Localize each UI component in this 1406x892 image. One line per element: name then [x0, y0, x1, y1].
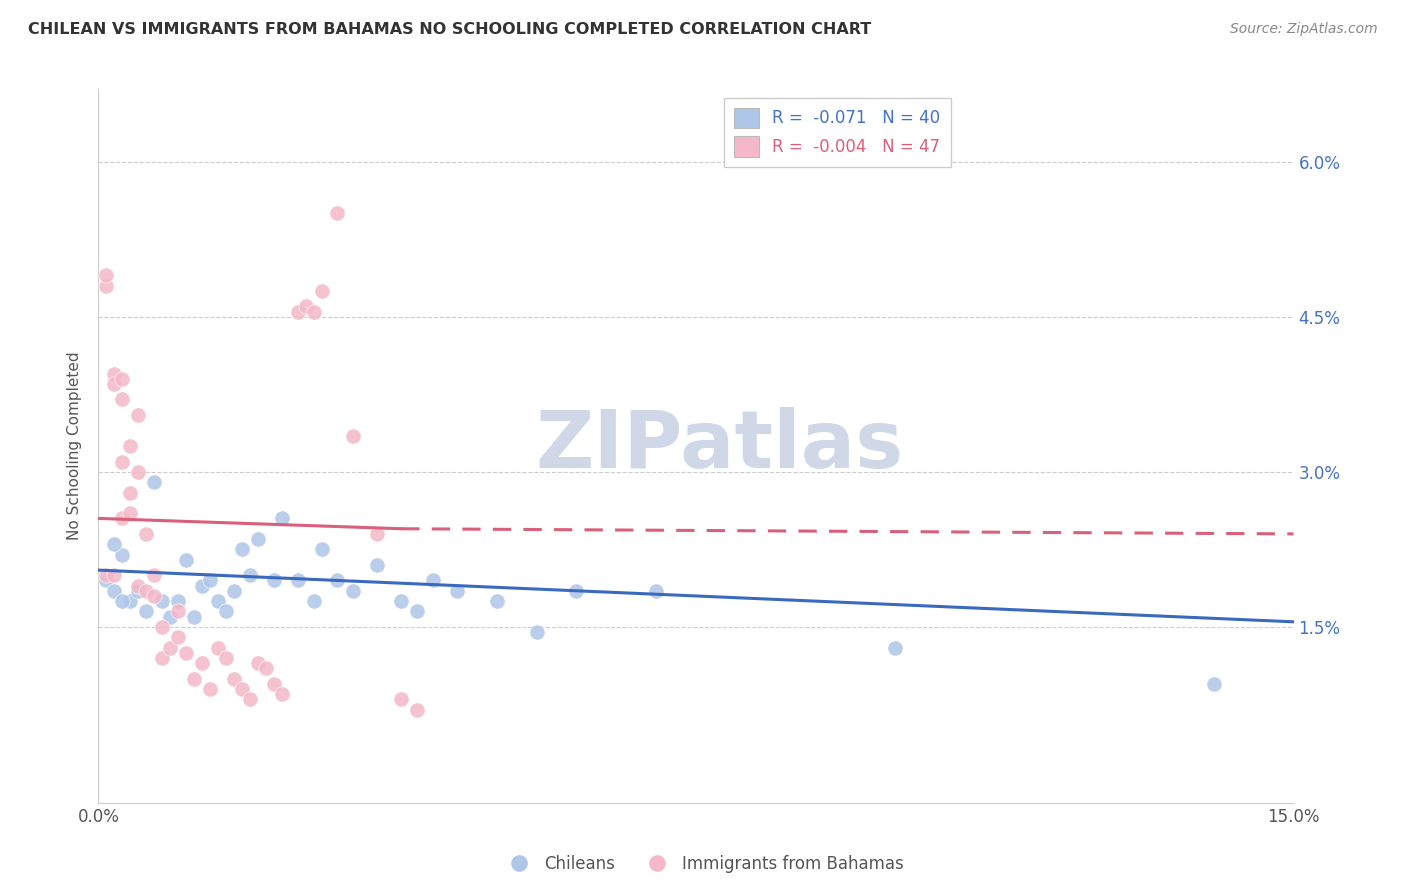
Point: [645, 583, 668, 598]
Point: [222, 583, 245, 598]
Point: [111, 548, 134, 562]
Point: [103, 568, 125, 582]
Point: [239, 568, 262, 582]
Point: [311, 542, 333, 557]
Point: [302, 304, 325, 318]
Point: [174, 553, 197, 567]
Point: [183, 672, 205, 686]
Point: [111, 454, 134, 468]
Point: [135, 605, 157, 619]
Point: [120, 485, 142, 500]
Point: [446, 583, 468, 598]
Point: [389, 594, 412, 608]
Point: [167, 630, 190, 644]
Point: [127, 408, 149, 422]
Point: [342, 583, 364, 598]
Point: [198, 681, 221, 696]
Point: [239, 692, 262, 706]
Point: [103, 367, 125, 381]
Point: [111, 372, 134, 386]
Point: [311, 284, 333, 298]
Point: [143, 475, 166, 490]
Point: [263, 677, 285, 691]
Point: [150, 594, 173, 608]
Point: [111, 392, 134, 407]
Point: [191, 656, 214, 670]
Point: [120, 439, 142, 453]
Point: [150, 651, 173, 665]
Point: [127, 579, 149, 593]
Point: [103, 583, 125, 598]
Point: [231, 542, 253, 557]
Point: [167, 594, 190, 608]
Point: [127, 465, 149, 479]
Point: [159, 609, 181, 624]
Point: [422, 574, 444, 588]
Point: [143, 568, 166, 582]
Point: [207, 594, 229, 608]
Point: [143, 589, 166, 603]
Point: [191, 579, 214, 593]
Point: [222, 672, 245, 686]
Text: ZIPatlas: ZIPatlas: [536, 407, 904, 485]
Point: [111, 511, 134, 525]
Point: [111, 594, 134, 608]
Point: [207, 640, 229, 655]
Point: [135, 583, 157, 598]
Legend: Chileans, Immigrants from Bahamas: Chileans, Immigrants from Bahamas: [496, 848, 910, 880]
Point: [96, 268, 118, 283]
Point: [526, 625, 548, 640]
Point: [294, 299, 316, 313]
Point: [287, 304, 309, 318]
Text: CHILEAN VS IMMIGRANTS FROM BAHAMAS NO SCHOOLING COMPLETED CORRELATION CHART: CHILEAN VS IMMIGRANTS FROM BAHAMAS NO SC…: [28, 22, 872, 37]
Point: [263, 574, 285, 588]
Point: [215, 651, 238, 665]
Point: [120, 594, 142, 608]
Point: [389, 692, 412, 706]
Point: [167, 605, 190, 619]
Point: [120, 506, 142, 520]
Point: [150, 620, 173, 634]
Point: [366, 527, 388, 541]
Point: [103, 376, 125, 391]
Point: [215, 605, 238, 619]
Point: [342, 428, 364, 442]
Point: [96, 568, 118, 582]
Text: Source: ZipAtlas.com: Source: ZipAtlas.com: [1230, 22, 1378, 37]
Legend: R =  -0.071   N = 40, R =  -0.004   N = 47: R = -0.071 N = 40, R = -0.004 N = 47: [724, 97, 950, 167]
Point: [366, 558, 388, 572]
Point: [485, 594, 508, 608]
Point: [254, 661, 277, 675]
Point: [183, 609, 205, 624]
Point: [127, 583, 149, 598]
Point: [1202, 677, 1225, 691]
Point: [326, 574, 349, 588]
Point: [174, 646, 197, 660]
Point: [246, 532, 269, 546]
Point: [406, 605, 429, 619]
Point: [103, 537, 125, 551]
Point: [96, 278, 118, 293]
Point: [287, 574, 309, 588]
Point: [565, 583, 588, 598]
Point: [302, 594, 325, 608]
Point: [231, 681, 253, 696]
Point: [198, 574, 221, 588]
Point: [884, 640, 907, 655]
Point: [270, 511, 292, 525]
Point: [270, 687, 292, 701]
Point: [246, 656, 269, 670]
Y-axis label: No Schooling Completed: No Schooling Completed: [67, 351, 83, 541]
Point: [96, 574, 118, 588]
Point: [406, 703, 429, 717]
Point: [326, 206, 349, 220]
Point: [159, 640, 181, 655]
Point: [135, 527, 157, 541]
